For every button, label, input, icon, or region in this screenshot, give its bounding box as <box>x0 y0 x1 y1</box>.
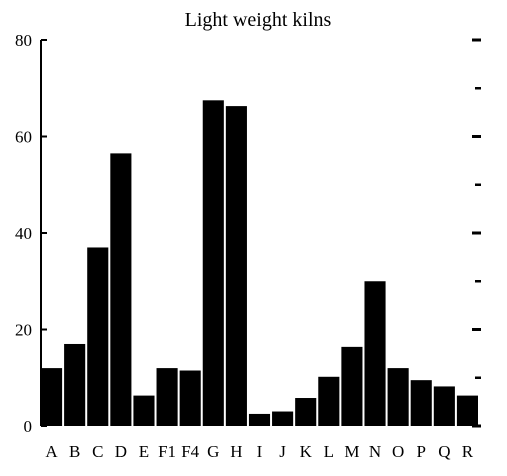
x-tick-label: R <box>462 442 474 461</box>
x-tick-label: P <box>417 442 426 461</box>
bar-f4 <box>179 370 201 426</box>
x-tick-label: Q <box>438 442 450 461</box>
bar-q <box>433 386 455 426</box>
x-tick-label: J <box>279 442 286 461</box>
x-tick-label: F4 <box>181 442 199 461</box>
x-tick-label: C <box>92 442 103 461</box>
bar-k <box>295 398 317 426</box>
x-tick-label: O <box>392 442 404 461</box>
bar-a <box>41 368 63 426</box>
bar-h <box>225 106 247 426</box>
bar-g <box>202 100 224 426</box>
x-tick-label: G <box>207 442 219 461</box>
bar-m <box>341 346 363 426</box>
x-tick-label: A <box>45 442 58 461</box>
bar-r <box>456 395 478 426</box>
bar-p <box>410 380 432 426</box>
bar-b <box>64 343 86 426</box>
x-tick-label: I <box>257 442 263 461</box>
y-tick-label: 0 <box>24 417 33 436</box>
y-tick-label: 80 <box>15 31 32 50</box>
x-tick-label: K <box>300 442 313 461</box>
bar-j <box>272 411 294 426</box>
x-tick-label: M <box>344 442 359 461</box>
bar-l <box>318 376 340 426</box>
x-tick-label: D <box>115 442 127 461</box>
bar-e <box>133 395 155 426</box>
bar-o <box>387 368 409 426</box>
x-tick-label: E <box>139 442 149 461</box>
x-tick-label: F1 <box>158 442 176 461</box>
right-axis-ticks <box>472 38 481 428</box>
y-axis-ticks: 0 20 40 60 80 <box>15 31 47 436</box>
bar-i <box>248 413 271 426</box>
x-tick-label: H <box>230 442 242 461</box>
x-tick-label: N <box>369 442 381 461</box>
y-tick-label: 60 <box>15 128 32 147</box>
x-tick-label: L <box>324 442 334 461</box>
bar-n <box>364 281 386 426</box>
bar-c <box>87 247 109 426</box>
bars-group <box>41 100 478 426</box>
y-tick-label: 40 <box>15 224 32 243</box>
bar-f1 <box>156 368 178 426</box>
bar-d <box>110 153 132 426</box>
x-tick-label: B <box>69 442 80 461</box>
y-tick-label: 20 <box>15 321 32 340</box>
chart-title: Light weight kilns <box>185 9 332 31</box>
x-tick-labels: A B C D E F1 F4 G H I J K L M N O P Q R <box>45 442 473 461</box>
